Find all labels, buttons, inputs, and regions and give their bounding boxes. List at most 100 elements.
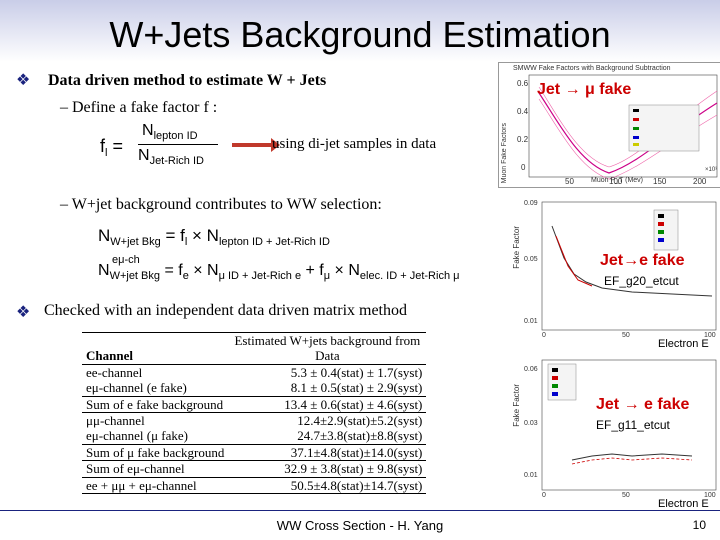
bullet-data-driven: Data driven method to estimate W + Jets [48,72,327,89]
plot2-xtick-0: 0 [542,332,546,339]
estimate-cell: 37.1±4.8(stat)±14.0(syst) [228,443,427,461]
plot1-xtick-3: 200 [693,177,707,186]
den-n: N [138,147,150,164]
plot1-ytick-0: 0.6 [517,79,529,88]
formula-emu-bkg: eμ-ch NW+jet Bkg = fe × Nμ ID + Jet-Rich… [98,254,459,282]
plot3-xtick-10: 100 [704,492,716,499]
plot3-ytick-3: 0.03 [524,420,538,427]
channel-cell: eμ-channel (e fake) [86,380,187,396]
estimate-cell: 5.3 ± 0.4(stat) ± 1.7(syst) [290,364,423,380]
plot2-xlabel: Electron E [658,338,709,350]
electron-g11-plot: Fake Factor 0.06 0.03 0.01 0 50 100 Elec… [512,356,720,510]
estimate-cell: 32.9 ± 3.8(stat) ± 9.8(syst) [228,460,427,478]
sub-bullet-wjet-text: W+jet background contributes to WW selec… [71,196,382,213]
diamond-bullet-icon: ❖ [16,70,31,89]
electron-g20-plot: Fake Factor 0.09 0.05 0.01 0 50 100 Elec… [512,196,720,352]
arrow-icon [232,138,280,152]
using-dijet-note: using di-jet samples in data [272,136,437,152]
plot3-annotation: Jet → e fake [596,396,690,413]
plot1-xtick-0: 50 [565,177,574,186]
plot3-trigger: EF_g11_etcut [596,418,670,432]
estimate-cell: 12.4±2.9(stat)±5.2(syst) [228,412,427,429]
table-row: eμ-channel (e fake) 8.1 ± 0.5(stat) ± 2.9… [82,380,426,396]
f3-rhs-d: × N [334,262,360,279]
plot3-xtick-0: 0 [542,492,546,499]
f-sub: l [105,147,108,159]
plot3-ytick-0: 0.06 [524,366,538,373]
plot2-ytick-0: 0.09 [524,200,538,207]
plot1-xscale: ×10³ [705,167,718,173]
wjets-estimate-table: Channel Estimated W+jets background from… [82,332,427,494]
formula-denominator: NJet-Rich ID [138,147,204,167]
plot3-xlabel: Electron E [658,498,709,510]
plot2-ylabel: Fake Factor [512,226,521,269]
table-row: Sum of eμ-channel 32.9 ± 3.8(stat) ± 9.8(… [82,460,427,478]
slide-title: W+Jets Background Estimation [109,14,611,55]
plot2-trigger: EF_g20_etcut [604,274,679,288]
diamond-bullet-icon: ❖ [16,302,31,321]
channel-cell: μμ-channel [82,412,229,429]
muon-plot-svg [528,74,718,180]
table-row: ee + μμ + eμ-channel 50.5±4.8(stat)±14.7(… [82,476,427,494]
fraction-bar [138,144,218,145]
plot1-annotation: Jet → μ fake [537,81,632,98]
channel-cell: ee-channel [86,364,143,380]
plot1-ytick-2: 0.2 [517,135,529,144]
sub-bullet-fake-factor-text: Define a fake factor f : [72,99,218,116]
table-row: Sum of e fake background 13.4 ± 0.6(stat)… [82,395,427,413]
g20-plot-svg [541,201,717,331]
sub-bullet-fake-factor: – Define a fake factor f : [60,99,218,116]
den-sub: Jet-Rich ID [149,155,204,167]
f2-rhs-a-sub: l [184,236,188,248]
eq-symbol: = [112,136,123,156]
plot2-xtick-10: 100 [704,332,716,339]
num-sub: lepton ID [153,130,198,142]
f2-rhs-b: × N [192,226,219,245]
f3-lhs: N [98,262,110,279]
estimate-cell: 13.4 ± 0.6(stat) ± 4.6(syst) [228,395,427,413]
plot2-annotation: Jet→e fake [600,252,685,269]
plot2-ytick-8: 0.01 [524,318,538,325]
f3-sup: eμ-ch [112,254,140,266]
plot1-xtick-1: 100 [609,177,623,186]
plot1-ylabel: Muon Fake Factors [501,123,508,184]
num-n: N [142,122,154,139]
formula-numerator: Nlepton ID [142,122,198,142]
table-row: μμ-channel 12.4±2.9(stat)±5.2(syst) [82,412,427,429]
plot3-ylabel: Fake Factor [512,384,521,427]
channel-cell: Sum of eμ-channel [82,460,229,478]
f3-rhs-c: + f [305,262,324,279]
channel-cell: ee + μμ + eμ-channel [82,476,229,494]
table-row: ee-channel 5.3 ± 0.4(stat) ± 1.7(syst) [82,364,426,380]
footer-text: WW Cross Section - H. Yang [276,518,444,533]
f3-lhs-sub: W+jet Bkg [109,270,160,282]
bullet-matrix-method: Checked with an independent data driven … [44,302,407,319]
plot3-ytick-5: 0.01 [524,472,538,479]
f2-rhs-b-sub: lepton ID + Jet-Rich ID [218,236,330,248]
f3-rhs-b-sub: μ ID + Jet-Rich e [218,270,302,282]
plot1-header: SMWW Fake Factors with Background Subtra… [513,65,671,72]
plot1-xtick-2: 150 [653,177,667,186]
muon-fake-factor-plot: SMWW Fake Factors with Background Subtra… [498,62,720,188]
channel-cell: eμ-channel (μ fake) [86,428,188,444]
formula-wjet-bkg: NW+jet Bkg = fl × Nlepton ID + Jet-Rich … [98,226,330,248]
plot3-xtick-5: 50 [622,492,630,499]
table-row: eμ-channel (μ fake) 24.7±3.8(stat)±8.8(sy… [82,428,426,444]
col-estimate: Estimated W+jets background from Data [234,333,421,364]
f2-lhs: N [98,226,111,245]
sub-bullet-wjet: – W+jet background contributes to WW sel… [60,196,382,213]
f2-rhs-a: = f [165,226,185,245]
f3-rhs-c-sub: μ [323,270,331,282]
plot1-xlabel: Muon P_T (Mev) [591,177,643,184]
plot1-ytick-1: 0.4 [517,107,529,116]
col-channel: Channel [86,348,133,364]
f-symbol: f [100,136,106,156]
f2-lhs-sub: W+jet Bkg [110,236,161,248]
footer-rule [0,510,720,511]
channel-cell: Sum of μ fake background [82,443,229,461]
plot2-xtick-5: 50 [622,332,630,339]
plot1-ytick-3: 0 [521,163,526,172]
estimate-cell: 50.5±4.8(stat)±14.7(syst) [228,476,427,494]
f3-rhs-b: × N [193,262,219,279]
plot2-ytick-4: 0.05 [524,256,538,263]
